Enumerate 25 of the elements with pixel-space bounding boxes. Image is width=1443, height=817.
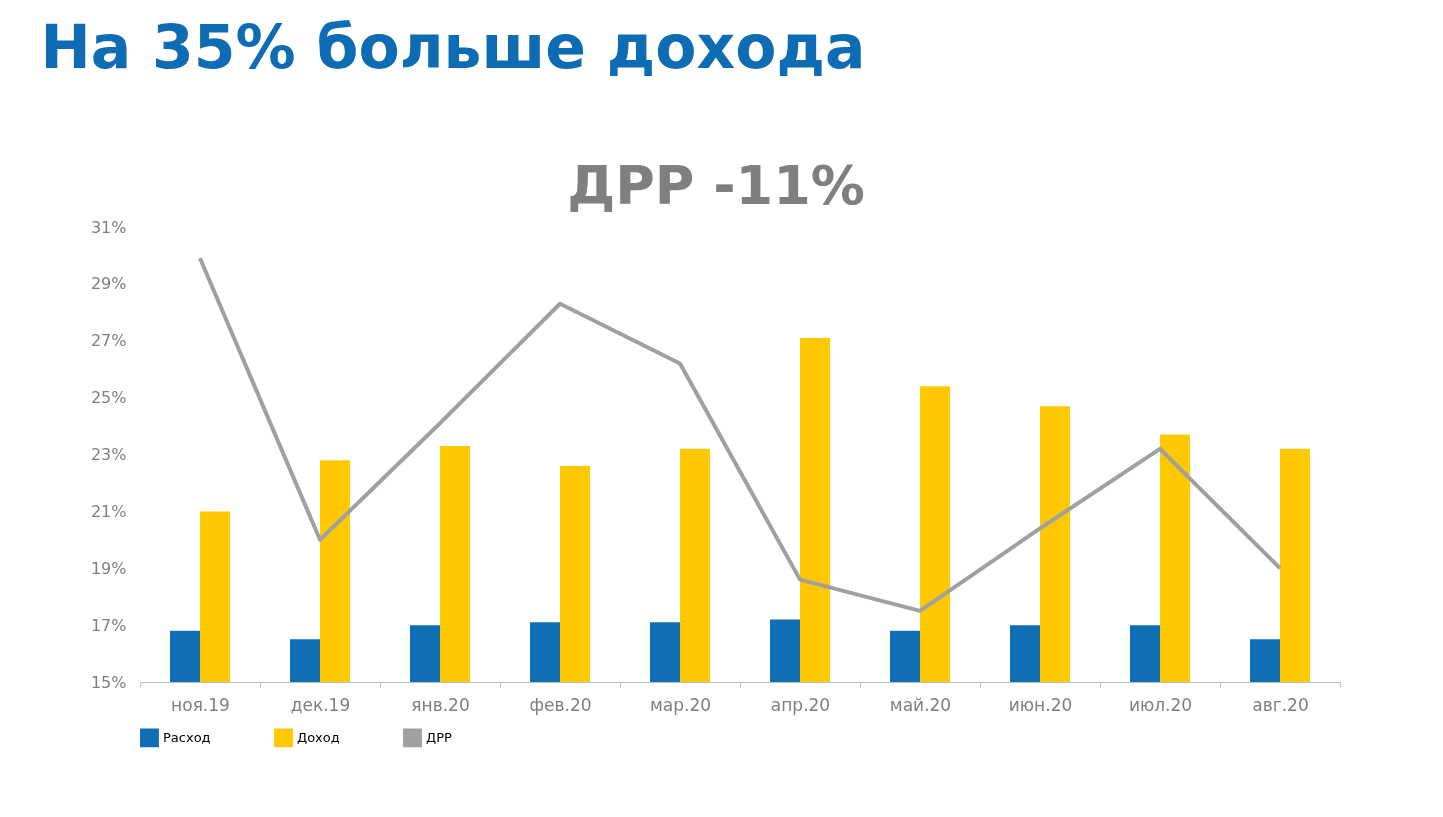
- legend-label: ДРР: [426, 729, 452, 745]
- chart-title: На 35% больше дохода: [40, 12, 866, 82]
- chart-subtitle: ДРР -11%: [567, 154, 865, 217]
- x-tick-label: июл.20: [1128, 694, 1193, 715]
- y-tick-label: 23%: [90, 445, 127, 464]
- legend-label: Доход: [297, 729, 340, 745]
- y-tick-label: 29%: [90, 274, 127, 294]
- y-tick-label: 25%: [90, 388, 127, 408]
- x-tick-label: авг.20: [1252, 694, 1309, 715]
- x-tick-label: ноя.19: [171, 694, 230, 715]
- x-tick-label: мар.20: [649, 694, 712, 715]
- x-tick-label: дек.19: [290, 694, 351, 715]
- y-tick-label: 27%: [90, 331, 127, 351]
- y-tick-label: 21%: [90, 501, 127, 521]
- x-tick-label: апр.20: [770, 694, 831, 715]
- y-tick-label: 17%: [90, 615, 127, 635]
- x-tick-label: июн.20: [1008, 694, 1073, 715]
- x-tick-label: фев.20: [529, 694, 592, 715]
- y-tick-label: 15%: [90, 672, 127, 692]
- x-tick-label: май.20: [889, 694, 952, 715]
- y-tick-label: 31%: [90, 217, 127, 237]
- y-tick-label: 19%: [90, 558, 127, 578]
- legend-label: Расход: [163, 729, 211, 745]
- line-series: [198, 256, 1282, 613]
- x-tick-label: янв.20: [411, 694, 470, 715]
